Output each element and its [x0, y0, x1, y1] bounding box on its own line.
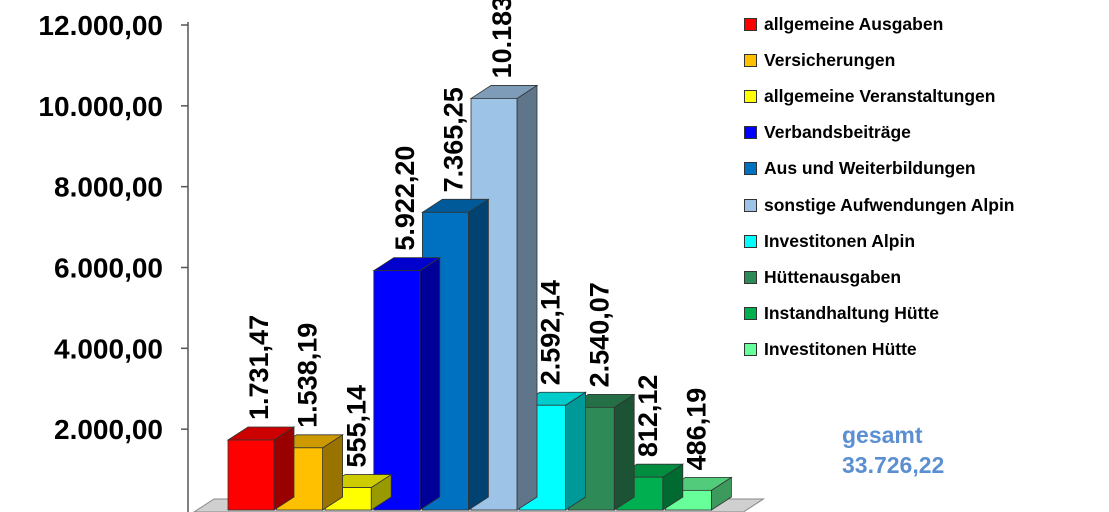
legend-swatch — [744, 234, 757, 248]
data-label: 1.731,47 — [244, 315, 274, 420]
bar-side — [467, 198, 489, 511]
legend: allgemeine Ausgaben Versicherungen allgeme… — [744, 6, 1015, 368]
legend-swatch — [744, 307, 757, 321]
legend-item: Versicherungen — [744, 42, 1015, 78]
legend-label: Aus und Weiterbildungen — [764, 158, 976, 179]
legend-swatch — [744, 198, 757, 212]
data-label: 2.592,14 — [536, 280, 566, 385]
bar-side — [613, 393, 635, 511]
legend-label: allgemeine Veranstaltungen — [764, 85, 996, 106]
y-tick-label: 4.000,00 — [54, 333, 163, 364]
legend-swatch — [744, 162, 757, 176]
legend-label: sonstige Aufwendungen Alpin — [764, 194, 1015, 215]
bar-side — [565, 391, 586, 511]
legend-item: Hüttenausgaben — [744, 259, 1015, 295]
legend-label: Investitonen Alpin — [764, 230, 916, 251]
data-label: 2.540,07 — [584, 282, 614, 387]
legend-label: Verbandsbeiträge — [764, 122, 911, 143]
legend-item: Aus und Weiterbildungen — [744, 151, 1015, 187]
total-value: 33.726,22 — [842, 452, 945, 478]
legend-label: allgemeine Ausgaben — [764, 13, 944, 34]
legend-label: Investitonen Hütte — [764, 339, 917, 360]
total-box: gesamt 33.726,22 — [842, 420, 944, 480]
bar-side — [419, 256, 441, 511]
data-label: 10.183,45 — [487, 0, 517, 78]
data-label: 812,12 — [633, 375, 663, 458]
legend-item: Investitonen Hütte — [744, 332, 1015, 368]
legend-item: sonstige Aufwendungen Alpin — [744, 187, 1015, 223]
data-label: 555,14 — [341, 385, 371, 468]
legend-item: Instandhaltung Hütte — [744, 296, 1015, 332]
legend-swatch — [744, 89, 757, 103]
bar-side — [516, 84, 538, 511]
legend-swatch — [744, 53, 757, 67]
y-tick-label: 6.000,00 — [54, 253, 163, 284]
legend-label: Instandhaltung Hütte — [764, 303, 939, 324]
legend-label: Versicherungen — [764, 49, 896, 70]
bar-front — [373, 270, 421, 511]
bar-side — [273, 426, 295, 511]
bar — [372, 256, 442, 511]
legend-item: Verbandsbeiträge — [744, 115, 1015, 151]
bar-front — [227, 439, 275, 511]
y-tick-label: 10.000,00 — [38, 91, 163, 122]
legend-swatch — [744, 126, 757, 140]
y-tick-label: 2.000,00 — [54, 414, 163, 445]
legend-swatch — [744, 270, 757, 284]
legend-swatch — [744, 17, 757, 31]
legend-label: Hüttenausgaben — [764, 266, 902, 287]
total-label: gesamt — [842, 422, 923, 448]
data-label: 7.365,25 — [439, 87, 469, 192]
legend-item: allgemeine Ausgaben — [744, 6, 1015, 42]
legend-swatch — [744, 343, 757, 357]
legend-item: Investitonen Alpin — [744, 223, 1015, 259]
data-label: 486,19 — [682, 388, 712, 471]
y-tick-label: 8.000,00 — [54, 172, 163, 203]
legend-item: allgemeine Veranstaltungen — [744, 78, 1015, 114]
bar — [226, 426, 296, 511]
y-tick-label: 12.000,00 — [38, 10, 163, 41]
data-label: 1.538,19 — [293, 323, 323, 428]
data-label: 5.922,20 — [390, 146, 420, 251]
